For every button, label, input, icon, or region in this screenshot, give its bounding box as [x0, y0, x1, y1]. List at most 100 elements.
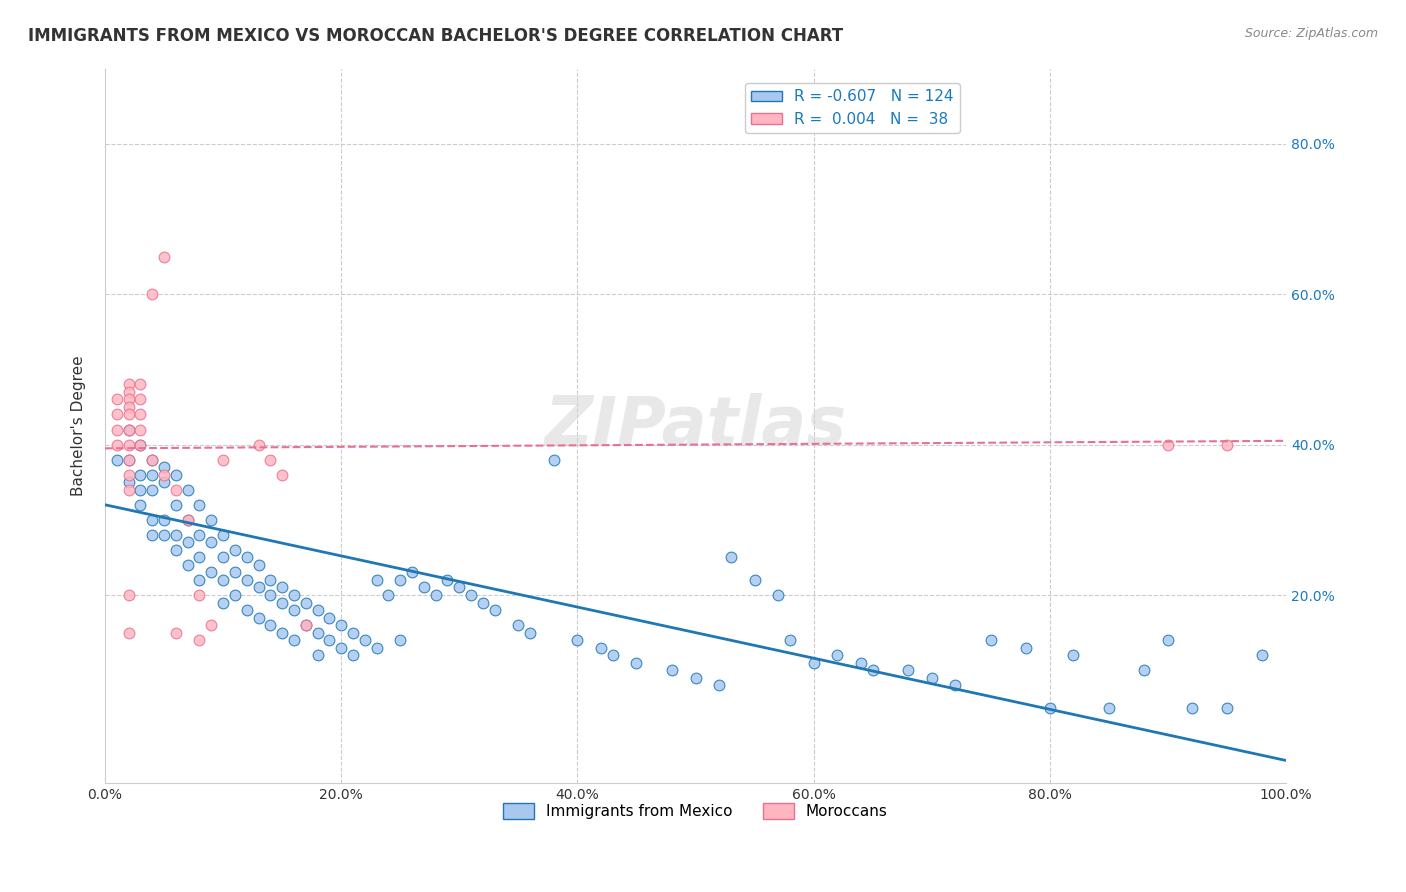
Point — [117, 467, 139, 482]
Point — [412, 581, 434, 595]
Point — [1133, 663, 1156, 677]
Point — [188, 573, 211, 587]
Point — [235, 573, 257, 587]
Point — [247, 581, 270, 595]
Point — [259, 573, 281, 587]
Point — [153, 513, 176, 527]
Point — [224, 588, 246, 602]
Point — [720, 550, 742, 565]
Point — [105, 408, 128, 422]
Point — [212, 528, 235, 542]
Point — [342, 648, 364, 663]
Point — [212, 452, 235, 467]
Point — [589, 640, 612, 655]
Point — [744, 573, 766, 587]
Point — [471, 595, 494, 609]
Point — [366, 640, 388, 655]
Point — [342, 625, 364, 640]
Point — [141, 287, 163, 301]
Point — [283, 633, 305, 648]
Point — [117, 377, 139, 392]
Point — [141, 513, 163, 527]
Point — [980, 633, 1002, 648]
Point — [1157, 437, 1180, 451]
Point — [165, 528, 187, 542]
Text: IMMIGRANTS FROM MEXICO VS MOROCCAN BACHELOR'S DEGREE CORRELATION CHART: IMMIGRANTS FROM MEXICO VS MOROCCAN BACHE… — [28, 27, 844, 45]
Point — [105, 437, 128, 451]
Point — [105, 392, 128, 407]
Point — [389, 573, 412, 587]
Point — [176, 558, 198, 572]
Point — [389, 633, 412, 648]
Point — [1015, 640, 1038, 655]
Point — [117, 423, 139, 437]
Point — [117, 452, 139, 467]
Point — [153, 460, 176, 475]
Point — [1251, 648, 1274, 663]
Point — [129, 423, 152, 437]
Point — [188, 498, 211, 512]
Point — [353, 633, 375, 648]
Point — [117, 400, 139, 414]
Point — [200, 618, 222, 632]
Point — [425, 588, 447, 602]
Point — [449, 581, 471, 595]
Legend: Immigrants from Mexico, Moroccans: Immigrants from Mexico, Moroccans — [498, 797, 894, 825]
Point — [803, 656, 825, 670]
Point — [897, 663, 920, 677]
Point — [153, 528, 176, 542]
Point — [519, 625, 541, 640]
Point — [176, 513, 198, 527]
Point — [862, 663, 884, 677]
Point — [141, 528, 163, 542]
Point — [141, 452, 163, 467]
Point — [200, 566, 222, 580]
Point — [849, 656, 872, 670]
Point — [117, 588, 139, 602]
Point — [508, 618, 530, 632]
Point — [141, 467, 163, 482]
Point — [188, 633, 211, 648]
Point — [779, 633, 801, 648]
Point — [129, 392, 152, 407]
Point — [661, 663, 683, 677]
Point — [330, 618, 353, 632]
Point — [1039, 701, 1062, 715]
Point — [294, 618, 316, 632]
Text: Source: ZipAtlas.com: Source: ZipAtlas.com — [1244, 27, 1378, 40]
Point — [825, 648, 848, 663]
Point — [247, 558, 270, 572]
Point — [176, 535, 198, 549]
Point — [117, 483, 139, 497]
Point — [247, 610, 270, 624]
Point — [153, 250, 176, 264]
Point — [188, 588, 211, 602]
Point — [283, 588, 305, 602]
Point — [1098, 701, 1121, 715]
Point — [307, 625, 329, 640]
Point — [602, 648, 624, 663]
Point — [129, 437, 152, 451]
Point — [165, 542, 187, 557]
Point — [294, 595, 316, 609]
Point — [307, 648, 329, 663]
Point — [283, 603, 305, 617]
Point — [543, 452, 565, 467]
Point — [1062, 648, 1084, 663]
Point — [401, 566, 423, 580]
Point — [484, 603, 506, 617]
Point — [1180, 701, 1202, 715]
Point — [212, 550, 235, 565]
Point — [117, 408, 139, 422]
Point — [307, 603, 329, 617]
Point — [235, 550, 257, 565]
Point — [685, 671, 707, 685]
Point — [436, 573, 458, 587]
Point — [176, 513, 198, 527]
Point — [153, 467, 176, 482]
Point — [141, 452, 163, 467]
Point — [200, 513, 222, 527]
Point — [921, 671, 943, 685]
Point — [117, 384, 139, 399]
Point — [117, 423, 139, 437]
